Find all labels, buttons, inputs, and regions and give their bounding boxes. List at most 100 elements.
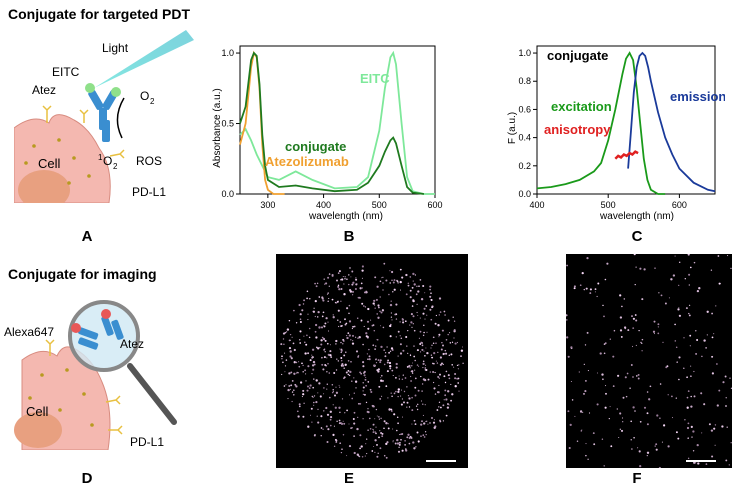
speckle: [337, 284, 340, 287]
speckle: [408, 364, 411, 368]
legend-excitation: excitation: [551, 99, 612, 114]
speckle: [335, 441, 338, 443]
speckle: [407, 282, 410, 285]
speckle: [351, 294, 354, 296]
speckle: [404, 439, 406, 442]
speckle: [419, 351, 422, 353]
speckle: [397, 355, 399, 357]
speckle: [350, 427, 352, 429]
speckle: [307, 365, 310, 368]
atez-label-d: Atez: [120, 337, 144, 351]
speckle: [420, 341, 422, 344]
speckle: [343, 293, 346, 296]
speckle: [585, 443, 587, 445]
speckle: [696, 339, 699, 341]
speckle: [429, 308, 432, 311]
speckle: [569, 423, 572, 427]
speckle: [419, 343, 422, 345]
speckle: [408, 442, 411, 445]
speckle: [690, 365, 692, 367]
speckle: [570, 380, 572, 383]
speckle: [422, 284, 425, 288]
speckle: [437, 351, 439, 354]
speckle: [332, 314, 334, 316]
speckle: [632, 327, 635, 329]
speckle: [282, 361, 284, 364]
speckle: [338, 406, 341, 409]
speckle: [398, 378, 401, 380]
speckle: [427, 423, 429, 425]
speckle: [399, 335, 401, 337]
speckle: [566, 336, 569, 339]
speckle: [335, 386, 337, 388]
speckle: [366, 320, 370, 323]
speckle: [353, 435, 355, 437]
speckle: [361, 277, 363, 279]
speckle: [616, 408, 618, 410]
speckle: [432, 342, 435, 344]
speckle: [641, 338, 644, 341]
speckle: [381, 395, 383, 397]
speckle: [583, 288, 586, 291]
speckle: [434, 393, 437, 395]
speckle: [653, 333, 655, 335]
speckle: [360, 319, 363, 322]
speckle: [313, 401, 315, 404]
speckle: [715, 305, 717, 307]
speckle: [292, 393, 295, 396]
speckle: [358, 336, 361, 339]
speckle: [405, 335, 408, 339]
speckle: [631, 315, 633, 318]
speckle: [339, 386, 341, 388]
speckle: [416, 431, 419, 434]
speckle: [635, 375, 638, 377]
speckle: [442, 420, 445, 422]
speckle: [329, 354, 332, 357]
speckle: [303, 335, 305, 337]
speckle: [690, 375, 692, 378]
speckle: [593, 443, 596, 446]
speckle: [340, 357, 343, 359]
speckle: [718, 282, 721, 285]
speckle: [678, 378, 680, 381]
speckle: [646, 423, 649, 426]
speckle: [353, 411, 356, 414]
speckle: [643, 406, 647, 409]
speckle: [282, 338, 285, 340]
speckle: [325, 282, 328, 285]
speckle: [389, 270, 391, 272]
speckle: [386, 370, 389, 373]
speckle: [326, 413, 330, 416]
speckle: [398, 375, 400, 377]
speckle: [328, 372, 331, 374]
speckle: [337, 300, 339, 302]
speckle: [312, 310, 316, 313]
speckle: [320, 339, 323, 342]
speckle: [380, 377, 382, 379]
speckle: [441, 329, 444, 332]
speckle: [632, 406, 635, 409]
speckle: [343, 422, 346, 425]
speckle: [414, 423, 417, 426]
speckle: [289, 350, 292, 353]
speckle: [641, 350, 643, 352]
speckle: [317, 347, 320, 350]
speckle: [365, 384, 367, 387]
speckle: [397, 396, 399, 398]
speckle: [325, 317, 328, 320]
speckle: [429, 422, 431, 424]
speckle: [440, 406, 442, 409]
speckle: [675, 431, 678, 434]
speckle: [342, 343, 344, 345]
speckle: [333, 445, 336, 447]
speckle: [696, 443, 699, 447]
speckle: [355, 350, 359, 353]
speckle: [352, 334, 354, 337]
speckle: [379, 359, 382, 362]
light-label: Light: [102, 41, 129, 55]
speckle: [351, 397, 354, 400]
speckle: [710, 269, 713, 271]
chart-b-xtick-label-0: 300: [260, 200, 275, 210]
speckle: [408, 406, 411, 408]
speckle: [460, 355, 462, 358]
